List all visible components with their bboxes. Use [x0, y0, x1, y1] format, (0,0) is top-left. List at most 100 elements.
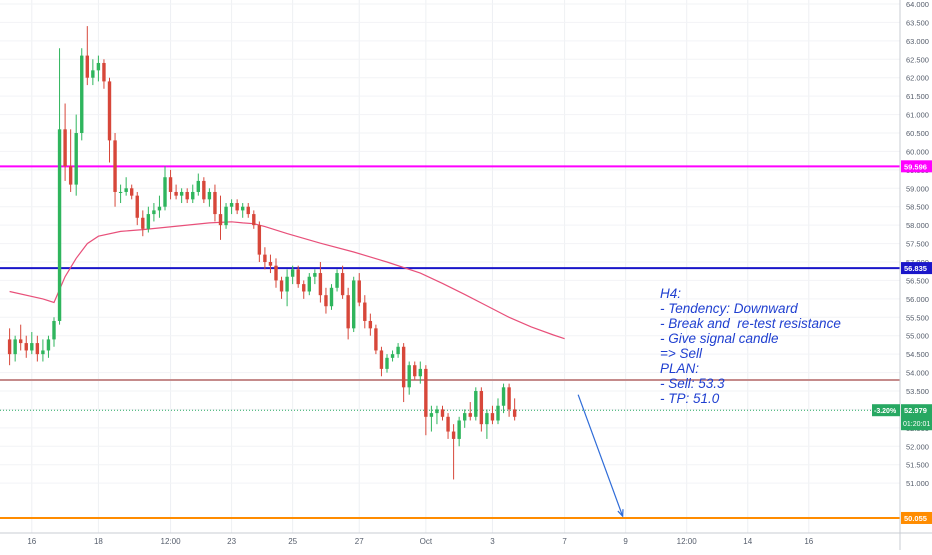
candle-body — [274, 265, 278, 281]
candle-body — [418, 368, 422, 377]
candle-body — [257, 225, 262, 255]
candle-body — [179, 191, 184, 196]
price-level-tag-label: 56.835 — [904, 264, 927, 273]
candle-body — [74, 133, 78, 185]
candle-body — [474, 391, 478, 417]
price-tick-label: 62.500 — [906, 55, 929, 64]
candle-body — [285, 276, 289, 292]
price-tick-label: 58.500 — [906, 203, 929, 212]
candle-body — [218, 214, 223, 226]
candle-body — [512, 409, 517, 417]
candle-body — [435, 409, 439, 414]
candle-body — [7, 339, 12, 355]
candle-body — [268, 262, 273, 266]
candle-body — [241, 206, 245, 211]
candle-body — [224, 206, 228, 226]
candle-body — [335, 273, 339, 288]
time-tick-label: 27 — [355, 537, 364, 546]
time-tick-label: 14 — [743, 537, 752, 546]
time-tick-label: 16 — [27, 537, 36, 546]
candle-body — [507, 387, 511, 410]
candle-body — [501, 387, 506, 406]
candle-body — [479, 391, 484, 425]
candle-body — [63, 129, 67, 167]
candle-body — [307, 276, 311, 292]
candle-body — [302, 284, 306, 292]
price-tick-label: 64.000 — [906, 0, 929, 9]
note-line: - TP: 51.0 — [660, 391, 720, 406]
arrow-shaft — [577, 394, 624, 517]
candle-body — [141, 217, 145, 229]
time-tick-label: 12:00 — [161, 537, 182, 546]
price-tick-label: 51.500 — [906, 461, 929, 470]
analysis-note: H4: - Tendency: Downward - Break and re-… — [660, 286, 890, 406]
candle-body — [296, 269, 300, 285]
candle-body — [157, 206, 162, 211]
candle-body — [324, 295, 328, 307]
candle-body — [68, 166, 73, 185]
note-line: H4: — [660, 286, 682, 301]
candle-body — [235, 203, 239, 211]
price-tick-label: 58.000 — [906, 221, 929, 230]
candle-body — [130, 188, 134, 196]
change-tag — [872, 404, 900, 417]
candle-body — [246, 206, 250, 215]
candle-body — [468, 413, 472, 417]
time-axis: 16 18 12:00 23 25 27 Oct 3 7 9 12:00 14 16 — [0, 532, 932, 546]
candle-body — [318, 273, 323, 296]
time-tick-label: 25 — [288, 537, 297, 546]
time-tick-label: 18 — [94, 537, 103, 546]
candle-body — [146, 214, 151, 229]
price-level-tag-label: 59.596 — [904, 162, 927, 171]
candle-body — [229, 203, 234, 207]
time-tick-label: 7 — [562, 537, 567, 546]
candle-body — [191, 191, 195, 200]
price-level-tag — [901, 511, 932, 524]
price-level-tag — [901, 262, 932, 275]
candle-body — [368, 320, 373, 329]
candle-body — [19, 339, 23, 344]
candle-body — [13, 339, 17, 355]
note-line: - Give signal candle — [660, 331, 779, 346]
gridlines — [0, 0, 900, 533]
price-tick-label: 60.500 — [906, 129, 929, 138]
candle-body — [102, 62, 106, 82]
time-tick-label: 12:00 — [677, 537, 698, 546]
candle-body — [196, 180, 200, 192]
countdown-label: 01:20:01 — [903, 421, 930, 428]
price-tick-label: 51.000 — [906, 479, 929, 488]
price-tick-label: 63.000 — [906, 37, 929, 46]
candle-body — [496, 405, 500, 421]
candle-body — [363, 302, 367, 321]
time-tick-label: 16 — [804, 537, 813, 546]
time-tick-label: Oct — [420, 537, 433, 546]
candle-body — [35, 343, 40, 355]
price-tick-label: 56.000 — [906, 295, 929, 304]
arrow-head — [617, 509, 624, 518]
price-tick-label: 59.000 — [906, 184, 929, 193]
candle-body — [91, 70, 95, 78]
candle-body — [279, 280, 284, 292]
candle-body — [152, 210, 156, 215]
candle-body — [313, 273, 317, 277]
candle-body — [413, 365, 417, 377]
candle-body — [385, 357, 389, 369]
candle-body — [80, 55, 84, 133]
price-tick-label: 53.500 — [906, 387, 929, 396]
note-line: - Tendency: Downward — [660, 301, 798, 316]
note-line: PLAN: — [660, 361, 700, 376]
price-tick-label: 55.000 — [906, 332, 929, 341]
moving-average — [9, 221, 565, 340]
note-line: - Sell: 53.3 — [660, 376, 725, 391]
candle-body — [163, 177, 167, 207]
candle-body — [485, 413, 489, 425]
price-tags: 59.596 56.835 50.055 -3.20% 52.979 01:20:01 — [872, 160, 932, 524]
candle-body — [379, 350, 384, 369]
price-level-tag — [901, 160, 932, 173]
price-tick-label: 57.500 — [906, 240, 929, 249]
current-price-label: 52.979 — [904, 406, 927, 415]
candle-body — [490, 413, 495, 421]
candle-body — [357, 280, 361, 303]
